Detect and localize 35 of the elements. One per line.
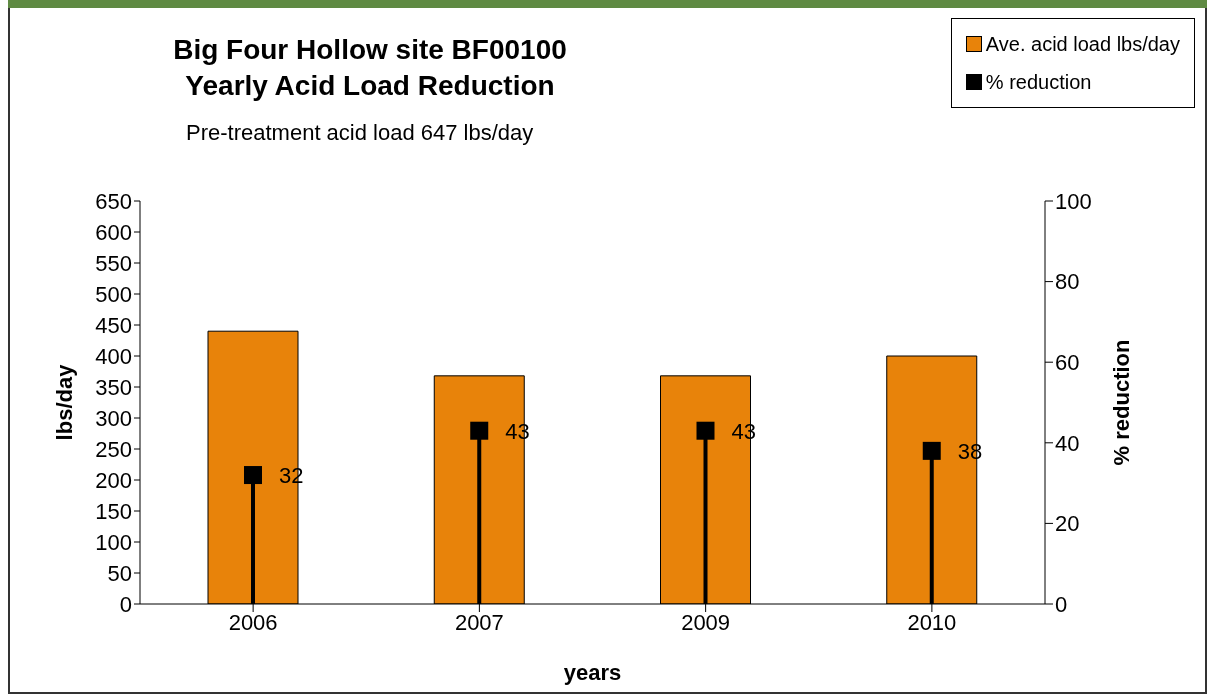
y-tick-label: 200 [95,467,132,493]
y-tick-label: 550 [95,250,132,276]
point [696,421,715,440]
y-tick-label: 400 [95,343,132,369]
y-tick-label: 300 [95,405,132,431]
y-tick-label: 600 [95,219,132,245]
y2-tick-label: 20 [1055,511,1080,537]
chart-title: Big Four Hollow site BF00100 Yearly Acid Load Reduction [172,33,568,103]
y2-axis-title: % reduction [1108,339,1134,466]
y2-tick-label: 100 [1055,188,1092,214]
point [470,421,489,440]
x-tick-label: 2007 [454,609,504,635]
y-tick-label: 450 [95,312,132,338]
y-tick-label: 150 [95,498,132,524]
y-tick-label: 50 [107,560,132,586]
y2-tick-label: 80 [1055,269,1080,295]
y-tick-label: 250 [95,436,132,462]
y-tick-label: 0 [119,591,132,617]
y-tick-label: 100 [95,529,132,555]
y-tick-label: 500 [95,281,132,307]
point [922,441,941,460]
y-tick-label: 350 [95,374,132,400]
point [244,466,262,485]
x-tick-label: 2010 [907,609,957,635]
chart-subtitle: Pre-treatment acid load 647 lbs/day [186,120,534,146]
y2-tick-label: 40 [1055,430,1080,456]
x-axis-title: years [563,660,622,685]
x-tick-label: 2009 [681,609,731,635]
y-tick-label: 650 [95,188,132,214]
y2-tick-label: 0 [1055,591,1068,617]
y2-tick-label: 60 [1055,350,1080,376]
x-tick-label: 2006 [228,609,278,635]
y-axis-title: lbs/day [51,363,77,441]
legend-label: % reduction [985,70,1092,94]
legend-label: Ave. acid load lbs/day [985,32,1180,56]
